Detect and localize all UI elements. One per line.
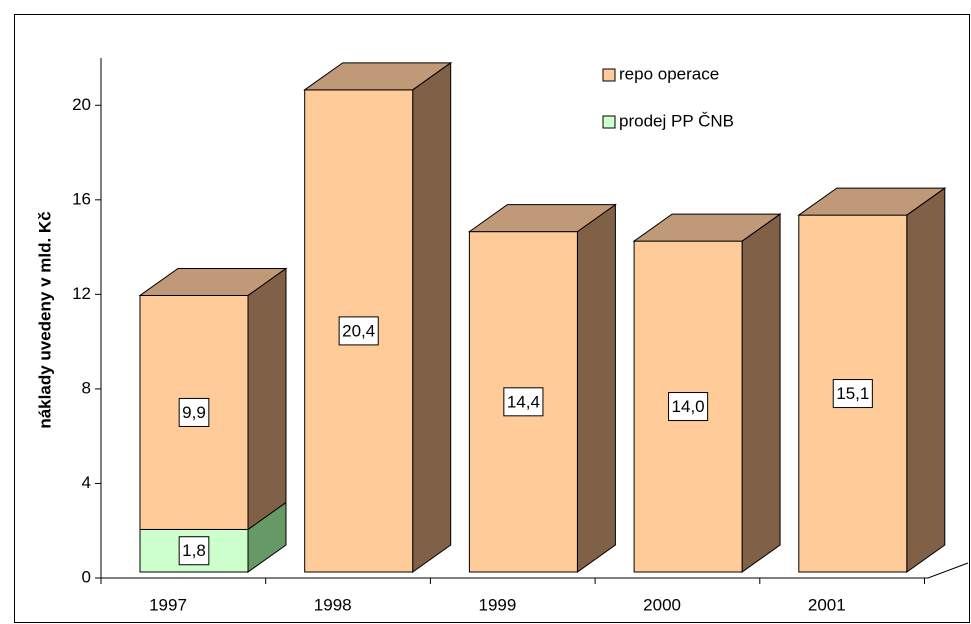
legend-label: prodej PP ČNB	[619, 111, 734, 130]
value-label: 20,4	[342, 321, 375, 340]
value-label: 14,4	[507, 392, 540, 411]
x-tick-label: 1999	[478, 595, 516, 614]
y-tick-label: 4	[82, 473, 91, 492]
bar-side	[247, 267, 287, 531]
value-label-box	[832, 379, 873, 409]
y-tick-label: 20	[72, 95, 91, 114]
x-tick-label: 2000	[643, 595, 681, 614]
value-label-box	[178, 536, 210, 566]
value-label-box	[178, 397, 210, 427]
bar-side	[576, 203, 616, 573]
value-label-box	[338, 316, 379, 346]
value-label-box	[668, 392, 709, 422]
y-tick-label: 12	[72, 284, 91, 303]
x-tick-label: 1998	[314, 595, 352, 614]
value-label: 15,1	[836, 384, 869, 403]
value-label: 14,0	[672, 397, 705, 416]
x-tick-label: 2001	[808, 595, 846, 614]
bar-top	[632, 213, 782, 242]
value-label: 9,9	[182, 403, 206, 422]
bar-side	[906, 187, 946, 573]
legend-swatch	[602, 115, 616, 129]
bar-side	[741, 213, 781, 573]
legend-swatch	[602, 68, 616, 82]
bar-top	[467, 204, 617, 233]
y-axis-title: náklady uvedeny v mld. Kč	[35, 211, 54, 428]
bar-top	[138, 267, 288, 296]
bar	[633, 240, 743, 573]
bar-top	[303, 62, 453, 91]
value-label-box	[503, 387, 544, 417]
y-tick-label: 8	[82, 378, 91, 397]
bar-side	[412, 61, 452, 573]
bar-top	[797, 187, 947, 216]
y-tick-label: 0	[82, 567, 91, 586]
x-tick-label: 1997	[149, 595, 187, 614]
value-label: 1,8	[182, 541, 206, 560]
y-tick-label: 16	[72, 189, 91, 208]
legend-label: repo operace	[619, 64, 719, 83]
x-axis	[101, 562, 969, 579]
chart-frame	[14, 14, 970, 623]
